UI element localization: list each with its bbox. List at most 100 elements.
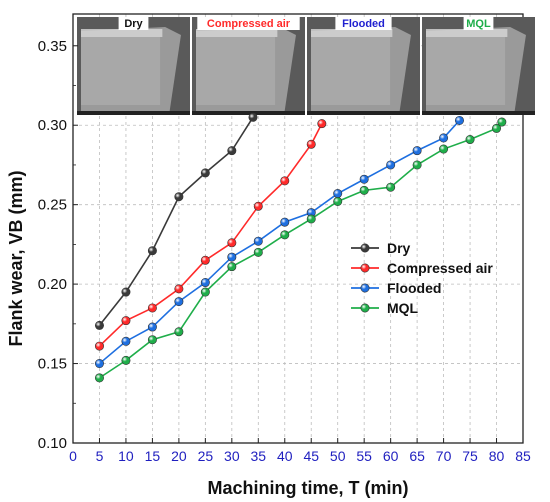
legend-marker [360, 303, 370, 313]
plot-border [72, 13, 524, 444]
data-point [248, 112, 258, 122]
data-point [386, 182, 396, 192]
y-tick-label: 0.25 [38, 197, 67, 214]
micrograph-label-bg [118, 17, 149, 30]
series-flooded [94, 115, 464, 369]
data-point [94, 320, 104, 330]
data-point [147, 303, 157, 313]
y-axis-ticks: 0.10 0.15 0.20 0.25 0.30 0.35 [38, 38, 78, 452]
data-point [306, 214, 316, 224]
data-point [121, 336, 131, 346]
wear-land [196, 29, 278, 37]
x-tick-label: 20 [171, 448, 187, 464]
data-point [280, 217, 290, 227]
legend-entry: Compressed air [351, 260, 493, 276]
wear-land [311, 29, 393, 37]
x-tick-label: 10 [118, 448, 134, 464]
x-tick-label: 75 [462, 448, 478, 464]
micrograph-scalebar [77, 111, 190, 115]
tool-flank-face [311, 37, 391, 105]
plot-frame [72, 13, 524, 444]
data-point [386, 160, 396, 170]
micrograph-label-bg [463, 17, 494, 30]
data-point [253, 236, 263, 246]
data-point [121, 316, 131, 326]
data-point [465, 135, 475, 145]
data-point [412, 146, 422, 156]
sem-micrograph: Compressed air [192, 17, 305, 115]
legend: Dry Compressed air Flooded MQL [351, 240, 493, 316]
sem-micrograph: MQL [422, 17, 535, 115]
data-point [94, 373, 104, 383]
data-point [317, 119, 327, 129]
data-point [227, 262, 237, 272]
legend-entry: Flooded [351, 280, 441, 296]
series-layer [94, 112, 507, 383]
y-tick-label: 0.15 [38, 356, 67, 373]
x-tick-label: 50 [330, 448, 346, 464]
x-tick-label: 70 [436, 448, 452, 464]
x-tick-label: 35 [251, 448, 267, 464]
data-point [280, 176, 290, 186]
data-point [147, 335, 157, 345]
data-point [227, 238, 237, 248]
data-point [200, 287, 210, 297]
legend-entry: MQL [351, 300, 419, 316]
legend-marker [360, 283, 370, 293]
tool-flank-face [426, 37, 506, 105]
data-point [253, 247, 263, 257]
x-tick-label: 80 [489, 448, 505, 464]
y-tick-label: 0.10 [38, 435, 67, 452]
micrograph-label: Dry [124, 18, 143, 30]
data-point [200, 278, 210, 288]
data-point [174, 327, 184, 337]
x-tick-label: 25 [198, 448, 214, 464]
data-point [174, 284, 184, 294]
data-point [280, 230, 290, 240]
micrograph-scalebar [192, 111, 305, 115]
data-point [200, 255, 210, 265]
data-point [174, 192, 184, 202]
data-point [497, 117, 507, 127]
legend-label: MQL [387, 300, 419, 316]
micrograph-label: MQL [466, 18, 491, 30]
data-point [227, 252, 237, 262]
series-dry [94, 112, 258, 330]
legend-label: Dry [387, 240, 411, 256]
series-compressed-air [94, 119, 327, 351]
wear-land [426, 29, 508, 37]
grid [73, 14, 523, 443]
data-point [492, 123, 502, 133]
data-point [359, 174, 369, 184]
data-point [333, 189, 343, 199]
data-point [253, 201, 263, 211]
x-tick-label: 60 [383, 448, 399, 464]
x-tick-label: 45 [303, 448, 319, 464]
y-tick-label: 0.35 [38, 38, 67, 55]
micrograph-label: Flooded [342, 18, 385, 30]
micrograph-label-bg [335, 17, 392, 30]
y-axis-label: Flank wear, VB (mm) [6, 170, 26, 346]
x-tick-label: 5 [96, 448, 104, 464]
x-tick-label: 65 [409, 448, 425, 464]
micrograph-label-bg [197, 17, 300, 30]
tool-flank-face [81, 37, 161, 105]
sem-micrograph: Flooded [307, 17, 420, 115]
data-point [227, 146, 237, 156]
legend-marker [360, 243, 370, 253]
micrograph-strip: Dry Compressed air Flooded MQL [77, 17, 535, 115]
data-point [359, 185, 369, 195]
micrograph-scalebar [307, 111, 420, 115]
x-tick-label: 55 [356, 448, 372, 464]
data-point [174, 297, 184, 307]
y-tick-label: 0.30 [38, 117, 67, 134]
legend-label: Flooded [387, 280, 441, 296]
micrograph-scalebar [422, 111, 535, 115]
x-tick-label: 40 [277, 448, 293, 464]
x-tick-label: 30 [224, 448, 240, 464]
data-point [147, 322, 157, 332]
x-axis-label: Machining time, T (min) [208, 478, 409, 498]
x-tick-label: 85 [515, 448, 531, 464]
y-tick-label: 0.20 [38, 276, 67, 293]
